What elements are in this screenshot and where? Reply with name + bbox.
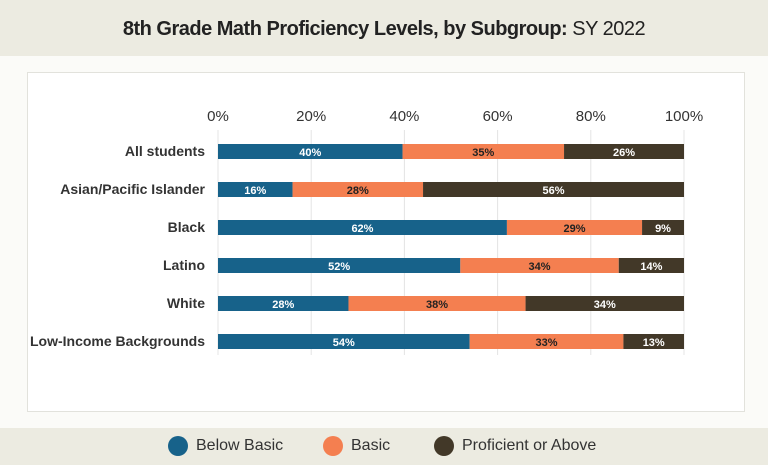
category-label: White (167, 295, 205, 311)
title-light: SY 2022 (572, 18, 646, 40)
bar-segment (623, 334, 684, 349)
data-label: 38% (426, 299, 448, 311)
legend-swatch (434, 436, 454, 456)
data-label: 34% (529, 261, 551, 273)
bar-segment (525, 296, 684, 311)
bar-segment (564, 144, 684, 159)
bar-segment (506, 220, 643, 235)
data-label: 35% (472, 147, 494, 159)
bar-segment (402, 144, 565, 159)
legend: Below Basic Basic Proficient or Above (0, 428, 768, 465)
data-label: 34% (594, 299, 616, 311)
category-label: Low-Income Backgrounds (30, 333, 205, 349)
x-tick-label: 80% (576, 108, 606, 125)
x-tick-label: 100% (665, 108, 703, 125)
bar-segment (218, 220, 507, 235)
data-label: 62% (351, 223, 373, 235)
data-label: 28% (347, 185, 369, 197)
legend-swatch (168, 436, 188, 456)
bar-segment (292, 182, 424, 197)
category-label: Asian/Pacific Islander (60, 181, 205, 197)
legend-label: Below Basic (196, 437, 284, 454)
x-tick-label: 40% (389, 108, 419, 125)
legend-swatch (323, 436, 343, 456)
bar-segment (423, 182, 684, 197)
bar-segment (218, 334, 470, 349)
x-tick-label: 20% (296, 108, 326, 125)
data-label: 28% (272, 299, 294, 311)
chart-area (27, 72, 745, 412)
data-label: 56% (543, 185, 565, 197)
data-label: 26% (613, 147, 635, 159)
x-tick-label: 0% (207, 108, 229, 125)
data-label: 33% (536, 337, 558, 349)
bar-segment (348, 296, 526, 311)
data-label: 16% (244, 185, 266, 197)
x-tick-label: 60% (483, 108, 513, 125)
chart-title: 8th Grade Math Proficiency Levels, by Su… (0, 0, 768, 56)
data-label: 40% (299, 147, 321, 159)
legend-label: Basic (351, 437, 391, 454)
legend-item-below-basic: Below Basic (168, 436, 283, 456)
data-label: 54% (333, 337, 355, 349)
bar-segment (642, 220, 684, 235)
legend-item-proficient: Proficient or Above (434, 436, 596, 456)
data-label: 13% (643, 337, 665, 349)
data-label: 14% (640, 261, 662, 273)
bar-segment (218, 296, 349, 311)
category-label: Latino (163, 257, 205, 273)
category-label: Black (168, 219, 206, 235)
data-label: 9% (655, 223, 671, 235)
bar-segment (218, 182, 293, 197)
data-label: 29% (563, 223, 585, 235)
title-bold: 8th Grade Math Proficiency Levels, by Su… (122, 18, 568, 40)
legend-label: Proficient or Above (462, 437, 597, 454)
data-label: 52% (328, 261, 350, 273)
bar-segment (218, 144, 403, 159)
legend-item-basic: Basic (323, 436, 390, 456)
bar-segment (618, 258, 684, 273)
bar-segment (469, 334, 624, 349)
bar-segment (460, 258, 619, 273)
bar-segment (218, 258, 461, 273)
category-label: All students (125, 143, 205, 159)
